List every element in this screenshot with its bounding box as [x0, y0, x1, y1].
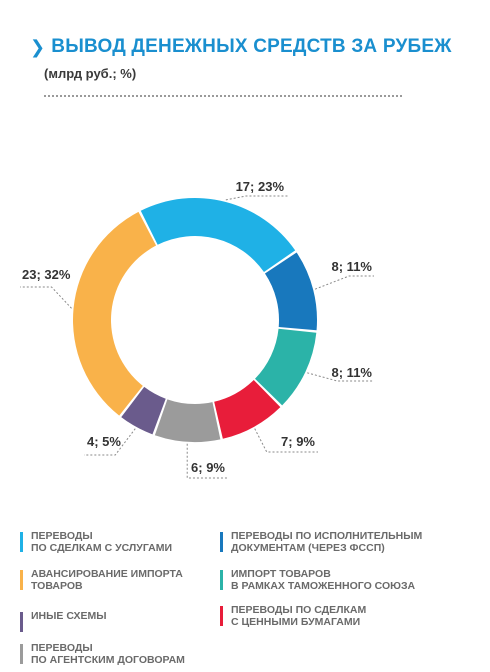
data-label: 8; 11%	[332, 259, 373, 274]
legend-label: ИНЫЕ СХЕМЫ	[31, 610, 107, 622]
donut-slice	[121, 386, 166, 435]
legend-swatch	[20, 612, 23, 632]
legend-swatch	[20, 532, 23, 552]
legend-item: ПЕРЕВОДЫ ПО СДЕЛКАМ С УСЛУГАМИ	[20, 530, 172, 554]
donut-slice	[140, 197, 296, 273]
legend-item: ПЕРЕВОДЫ ПО ИСПОЛНИТЕЛЬНЫМ ДОКУМЕНТАМ (Ч…	[220, 530, 422, 554]
donut-chart: 17; 23% 8; 11% 8; 11% 7; 9% 6; 9% 4; 5% 23; 32…	[20, 179, 374, 479]
legend-label: ПЕРЕВОДЫ ПО СДЕЛКАМ С ЦЕННЫМИ БУМАГАМИ	[231, 604, 367, 628]
leader-line	[254, 428, 318, 453]
chart-title: ❯ ВЫВОД ДЕНЕЖНЫХ СРЕДСТВ ЗА РУБЕЖ	[30, 36, 452, 58]
data-label: 23; 32%	[22, 267, 71, 282]
data-label: 7; 9%	[281, 434, 315, 449]
legend-item: АВАНСИРОВАНИЕ ИМПОРТА ТОВАРОВ	[20, 568, 183, 592]
legend-label: ПЕРЕВОДЫ ПО ИСПОЛНИТЕЛЬНЫМ ДОКУМЕНТАМ (Ч…	[231, 530, 423, 554]
legend-swatch	[20, 644, 23, 664]
legend-item: ИМПОРТ ТОВАРОВ В РАМКАХ ТАМОЖЕННОГО СОЮЗ…	[220, 568, 415, 592]
chevron-right-icon: ❯	[30, 36, 46, 57]
legend-label: ПЕРЕВОДЫ ПО АГЕНТСКИМ ДОГОВОРАМ	[31, 642, 185, 666]
legend-label: АВАНСИРОВАНИЕ ИМПОРТА ТОВАРОВ	[31, 568, 183, 592]
donut-slice	[73, 211, 157, 416]
leader-line	[225, 195, 288, 201]
leader-line	[314, 275, 374, 290]
donut-slice	[255, 328, 317, 406]
leader-line	[20, 286, 72, 309]
legend-label: ИМПОРТ ТОВАРОВ В РАМКАХ ТАМОЖЕННОГО СОЮЗ…	[231, 568, 416, 592]
chart-subtitle: (млрд руб.; %)	[44, 66, 137, 81]
donut-slice	[154, 399, 221, 442]
data-label: 6; 9%	[191, 460, 225, 475]
legend-item: ИНЫЕ СХЕМЫ	[20, 610, 107, 632]
leader-line	[84, 428, 136, 456]
legend-swatch	[220, 532, 223, 552]
data-label: 17; 23%	[236, 179, 285, 194]
donut-slice	[214, 380, 281, 439]
legend-swatch	[20, 570, 23, 590]
legend-label: ПЕРЕВОДЫ ПО СДЕЛКАМ С УСЛУГАМИ	[31, 530, 173, 554]
legend-swatch	[220, 570, 223, 590]
data-label: 8; 11%	[332, 365, 373, 380]
title-divider	[44, 95, 402, 97]
chart-header: ❯ ВЫВОД ДЕНЕЖНЫХ СРЕДСТВ ЗА РУБЕЖ (млрд …	[30, 36, 452, 81]
chart-title-text: ВЫВОД ДЕНЕЖНЫХ СРЕДСТВ ЗА РУБЕЖ	[51, 36, 452, 57]
legend-item: ПЕРЕВОДЫ ПО АГЕНТСКИМ ДОГОВОРАМ	[20, 642, 185, 666]
data-label: 4; 5%	[87, 434, 121, 449]
legend-item: ПЕРЕВОДЫ ПО СДЕЛКАМ С ЦЕННЫМИ БУМАГАМИ	[220, 604, 366, 628]
legend-swatch	[220, 606, 223, 626]
leader-line	[186, 443, 228, 479]
donut-slice	[264, 252, 317, 331]
